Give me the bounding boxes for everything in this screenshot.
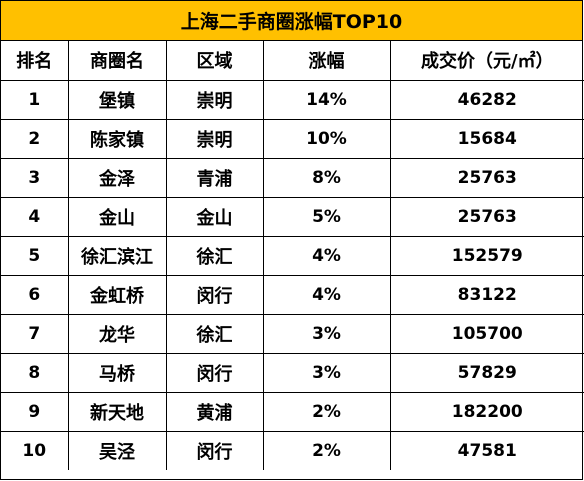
cell-district: 崇明	[165, 118, 264, 159]
cell-price: 25763	[389, 196, 584, 237]
header-row: 排名 商圈名 区域 涨幅 成交价（元/㎡）	[1, 41, 584, 81]
cell-district: 徐汇	[165, 313, 264, 354]
cell-rank: 2	[1, 118, 69, 159]
cell-name: 金虹桥	[67, 274, 167, 315]
header-growth: 涨幅	[262, 41, 391, 81]
cell-district: 崇明	[165, 80, 264, 120]
cell-district: 徐汇	[165, 235, 264, 276]
table-row: 3 金泽 青浦 8% 25763	[1, 157, 584, 198]
table-row: 4 金山 金山 5% 25763	[1, 196, 584, 237]
cell-price: 152579	[389, 235, 584, 276]
header-name: 商圈名	[67, 41, 167, 81]
cell-district: 黄浦	[165, 391, 264, 432]
table-row: 1 堡镇 崇明 14% 46282	[1, 80, 584, 120]
cell-name: 陈家镇	[67, 118, 167, 159]
table-row: 6 金虹桥 闵行 4% 83122	[1, 274, 584, 315]
cell-rank: 10	[1, 430, 69, 470]
table-row: 7 龙华 徐汇 3% 105700	[1, 313, 584, 354]
cell-name: 金山	[67, 196, 167, 237]
cell-price: 46282	[389, 80, 584, 120]
cell-rank: 4	[1, 196, 69, 237]
table-row: 10 吴泾 闵行 2% 47581	[1, 430, 584, 470]
cell-growth: 5%	[262, 196, 391, 237]
cell-name: 金泽	[67, 157, 167, 198]
table-row: 9 新天地 黄浦 2% 182200	[1, 391, 584, 432]
table-title: 上海二手商圈涨幅TOP10	[1, 1, 582, 41]
cell-growth: 2%	[262, 430, 391, 470]
cell-growth: 3%	[262, 352, 391, 393]
cell-district: 闵行	[165, 430, 264, 470]
cell-rank: 8	[1, 352, 69, 393]
cell-growth: 8%	[262, 157, 391, 198]
cell-district: 闵行	[165, 274, 264, 315]
cell-rank: 1	[1, 80, 69, 120]
ranking-table: 排名 商圈名 区域 涨幅 成交价（元/㎡） 1 堡镇 崇明 14% 46282 2 陈家镇崇…	[1, 41, 584, 470]
table-row: 2 陈家镇 崇明 10% 15684	[1, 118, 584, 159]
cell-growth: 10%	[262, 118, 391, 159]
cell-growth: 3%	[262, 313, 391, 354]
cell-district: 青浦	[165, 157, 264, 198]
cell-name: 马桥	[67, 352, 167, 393]
cell-rank: 6	[1, 274, 69, 315]
cell-name: 徐汇滨江	[67, 235, 167, 276]
cell-rank: 7	[1, 313, 69, 354]
cell-price: 47581	[389, 430, 584, 470]
cell-price: 57829	[389, 352, 584, 393]
cell-growth: 14%	[262, 80, 391, 120]
cell-name: 吴泾	[67, 430, 167, 470]
header-price: 成交价（元/㎡）	[389, 41, 584, 81]
cell-rank: 5	[1, 235, 69, 276]
cell-price: 25763	[389, 157, 584, 198]
cell-growth: 2%	[262, 391, 391, 432]
table-row: 5 徐汇滨江 徐汇 4% 152579	[1, 235, 584, 276]
cell-price: 182200	[389, 391, 584, 432]
header-rank: 排名	[1, 41, 69, 81]
cell-growth: 4%	[262, 235, 391, 276]
cell-name: 新天地	[67, 391, 167, 432]
cell-price: 15684	[389, 118, 584, 159]
cell-district: 闵行	[165, 352, 264, 393]
cell-rank: 9	[1, 391, 69, 432]
cell-price: 105700	[389, 313, 584, 354]
table-row: 8 马桥 闵行 3% 57829	[1, 352, 584, 393]
cell-price: 83122	[389, 274, 584, 315]
cell-name: 堡镇	[67, 80, 167, 120]
cell-district: 金山	[165, 196, 264, 237]
table-body: 1 堡镇 崇明 14% 46282 2 陈家镇 崇明 10% 15684 3 金泽 青浦 8% 25763 4…	[1, 80, 584, 470]
cell-growth: 4%	[262, 274, 391, 315]
cell-rank: 3	[1, 157, 69, 198]
cell-name: 龙华	[67, 313, 167, 354]
header-district: 区域	[165, 41, 264, 81]
